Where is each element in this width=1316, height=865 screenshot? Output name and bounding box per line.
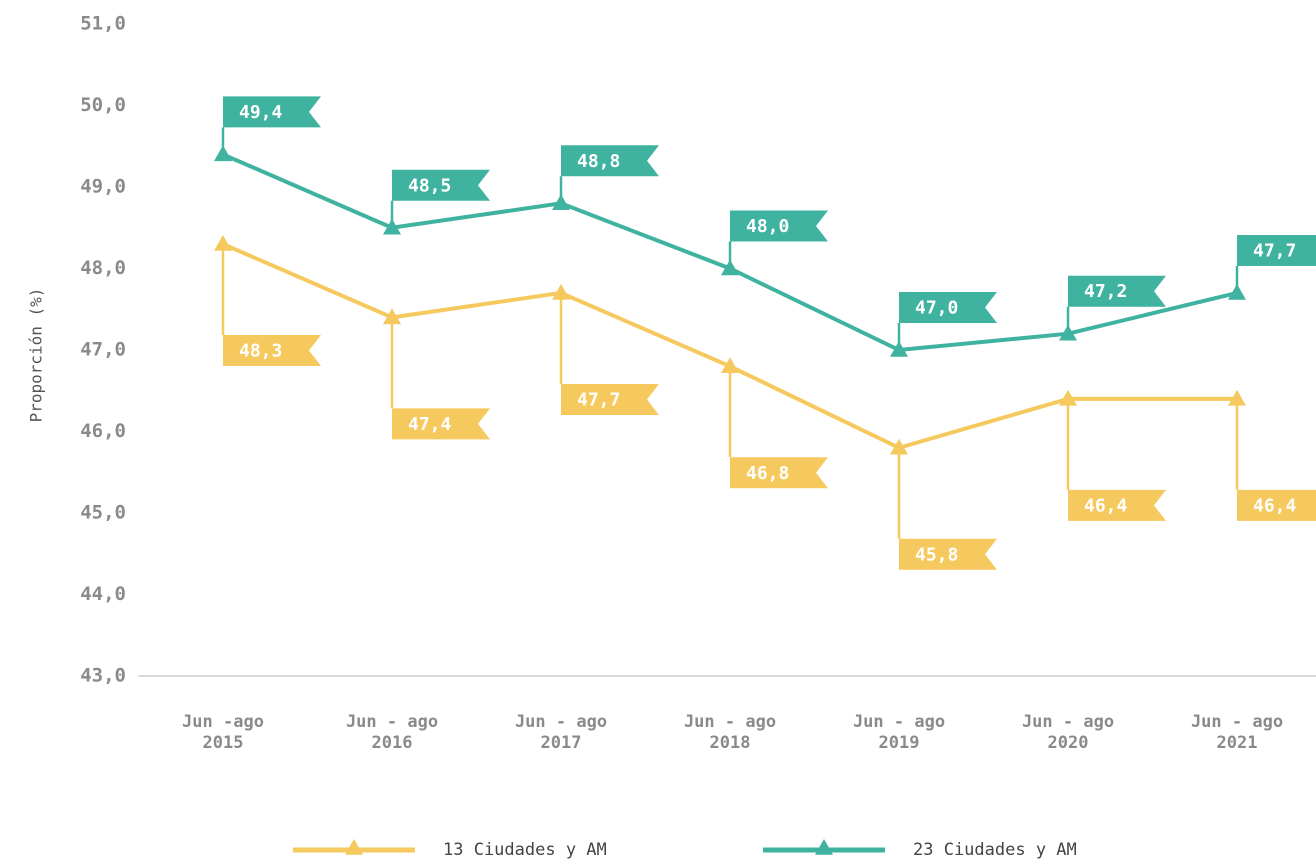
x-tick-label: Jun -ago 2015 — [182, 712, 264, 753]
data-label: 49,4 — [239, 102, 283, 123]
data-label: 45,8 — [915, 544, 958, 565]
data-label: 47,7 — [1253, 240, 1296, 261]
y-tick-label: 49,0 — [80, 176, 126, 198]
x-tick-label: Jun - ago 2020 — [1021, 712, 1115, 753]
marker — [552, 194, 570, 211]
marker — [1228, 283, 1246, 300]
marker — [214, 145, 232, 162]
y-tick-label: 47,0 — [80, 339, 126, 361]
data-label: 46,8 — [746, 463, 789, 484]
data-label: 46,4 — [1084, 495, 1128, 516]
flag — [730, 457, 828, 489]
data-label: 47,0 — [915, 298, 958, 319]
x-tick-label: Jun - ago 2018 — [683, 712, 777, 753]
marker — [890, 438, 908, 455]
y-tick-label: 46,0 — [80, 420, 126, 442]
marker — [721, 357, 739, 374]
flag — [392, 169, 490, 201]
marker — [890, 341, 908, 357]
data-label: 47,7 — [577, 389, 620, 410]
data-label: 47,4 — [408, 414, 452, 435]
data-label: 46,4 — [1253, 495, 1297, 516]
flag — [561, 145, 659, 177]
flag — [561, 383, 659, 415]
marker — [1059, 389, 1077, 406]
data-label: 48,0 — [746, 216, 789, 237]
legend-marker — [345, 839, 363, 855]
flag — [1068, 489, 1166, 521]
data-label: 48,3 — [239, 341, 282, 362]
series: 49,4 48,5 48,8 48,0 47,0 47,2 47,7 — [214, 96, 1316, 357]
marker — [552, 283, 570, 300]
flag — [1068, 275, 1166, 307]
data-label: 48,8 — [577, 151, 620, 172]
y-tick-label: 50,0 — [80, 94, 126, 116]
x-tick-label: Jun - ago 2021 — [1190, 712, 1284, 753]
y-tick-label: 44,0 — [80, 583, 126, 605]
data-label: 47,2 — [1084, 281, 1127, 302]
marker — [1059, 324, 1077, 341]
y-tick-label: 43,0 — [80, 665, 126, 687]
legend-label: 13 Ciudades y AM — [443, 840, 607, 860]
flag — [899, 538, 997, 570]
flag — [1237, 489, 1316, 521]
y-tick-label: 48,0 — [80, 257, 126, 279]
x-tick-label: Jun - ago 2016 — [345, 712, 439, 753]
y-axis-label: Proporción (%) — [27, 288, 46, 423]
y-tick-label: 51,0 — [80, 13, 126, 35]
flag — [392, 408, 490, 440]
x-tick-label: Jun - ago 2017 — [514, 712, 608, 753]
legend-marker — [815, 839, 833, 855]
y-tick-label: 45,0 — [80, 502, 126, 524]
flag — [223, 335, 321, 367]
x-tick-label: Jun - ago 2019 — [852, 712, 946, 753]
data-label: 48,5 — [408, 175, 451, 196]
marker — [214, 235, 232, 251]
series: 48,3 47,4 47,7 46,8 45,8 46,4 46,4 — [214, 235, 1316, 570]
marker — [383, 218, 401, 235]
marker — [721, 259, 739, 276]
flag — [223, 96, 321, 128]
flag — [730, 210, 828, 242]
marker — [1228, 389, 1246, 406]
legend-label: 23 Ciudades y AM — [913, 840, 1077, 860]
flag — [1237, 234, 1316, 266]
marker — [383, 308, 401, 325]
flag — [899, 292, 997, 323]
